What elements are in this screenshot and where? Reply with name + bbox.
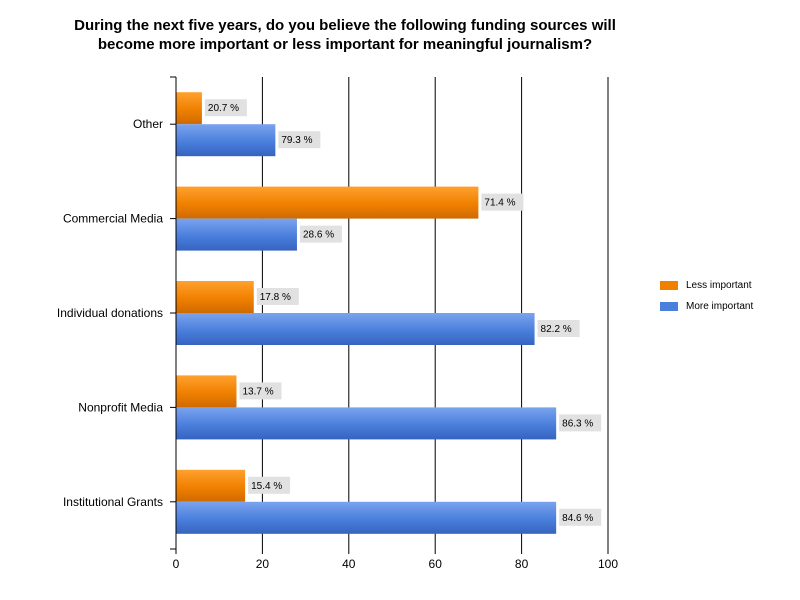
category-label: Other xyxy=(133,117,163,131)
chart-title-line-1: During the next five years, do you belie… xyxy=(74,17,616,34)
bar xyxy=(176,281,254,313)
data-label-background xyxy=(481,193,524,211)
data-label-background xyxy=(278,131,321,149)
legend-item-less-important: Less important xyxy=(660,279,753,292)
bar xyxy=(176,92,202,125)
data-label-background xyxy=(299,225,342,243)
x-tick-label: 20 xyxy=(256,557,270,571)
data-label-background xyxy=(559,508,602,526)
data-label-background xyxy=(204,99,247,117)
data-label-background xyxy=(239,382,282,400)
data-label-background xyxy=(537,320,580,337)
data-label: 20.7 % xyxy=(208,103,239,114)
data-label-background xyxy=(256,288,299,305)
bar xyxy=(176,313,535,345)
legend-label: Less important xyxy=(686,280,752,291)
data-label-background xyxy=(248,476,291,494)
data-label-background xyxy=(559,414,602,432)
category-label: Nonprofit Media xyxy=(78,400,163,414)
data-label: 71.4 % xyxy=(484,198,515,209)
bars xyxy=(176,92,557,534)
data-label: 17.8 % xyxy=(260,292,291,303)
legend: Less important More important xyxy=(660,279,753,321)
category-label: Institutional Grants xyxy=(63,495,163,509)
data-label: 13.7 % xyxy=(242,386,273,397)
bar xyxy=(176,407,557,440)
bar xyxy=(176,469,246,502)
category-label: Individual donations xyxy=(57,306,163,320)
category-label: Commercial Media xyxy=(63,212,163,226)
bar xyxy=(176,124,276,157)
labels: 0 20 40 60 80 100 Other 20.7 % 79.3 % Commercial … xyxy=(57,99,618,571)
legend-label: More important xyxy=(686,301,754,312)
data-label: 84.6 % xyxy=(562,513,593,524)
bar xyxy=(176,501,557,534)
legend-swatch-blue xyxy=(660,302,678,311)
bar xyxy=(176,218,297,251)
data-label: 79.3 % xyxy=(281,135,312,146)
legend-item-more-important: More important xyxy=(660,300,753,313)
legend-swatch-orange xyxy=(660,281,678,290)
data-label: 82.2 % xyxy=(541,324,572,335)
data-label: 15.4 % xyxy=(251,481,282,492)
x-tick-label: 100 xyxy=(598,557,618,571)
bar xyxy=(176,186,479,219)
data-label: 86.3 % xyxy=(562,418,593,429)
chart-title: During the next five years, do you belie… xyxy=(40,16,650,54)
data-label: 28.6 % xyxy=(303,230,334,241)
x-tick-label: 80 xyxy=(515,557,529,571)
axes xyxy=(170,76,609,554)
x-tick-label: 0 xyxy=(173,557,180,571)
chart-title-line-2: become more important or less important … xyxy=(97,36,593,53)
x-tick-label: 40 xyxy=(342,557,356,571)
bar xyxy=(176,375,237,408)
x-tick-label: 60 xyxy=(429,557,443,571)
